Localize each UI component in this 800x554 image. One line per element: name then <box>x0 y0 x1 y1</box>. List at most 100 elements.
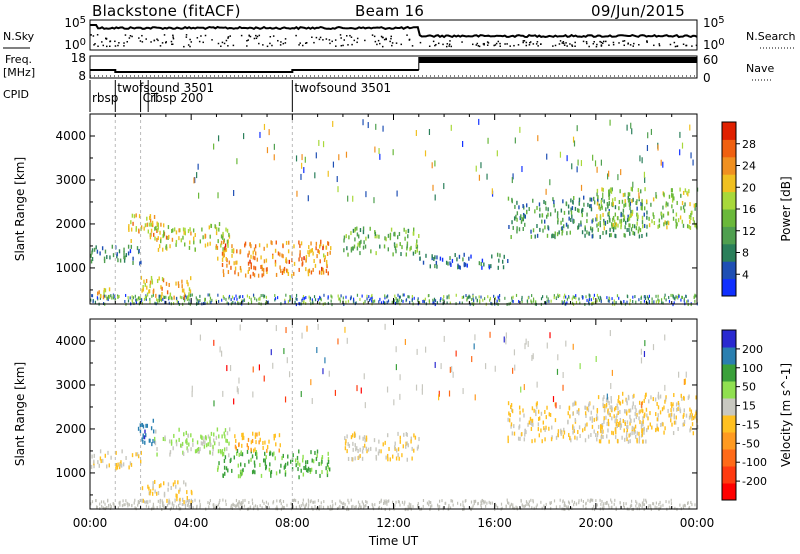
echo-cell <box>648 294 651 298</box>
echo-cell <box>374 234 376 239</box>
echo-cell <box>432 298 434 302</box>
echo-cell <box>674 297 676 301</box>
search-noise-dot <box>255 37 258 40</box>
echo-cell <box>248 267 250 272</box>
echo-cell <box>174 498 176 503</box>
echo-cell <box>241 436 244 441</box>
echo-cell <box>228 232 230 237</box>
echo-cell <box>181 441 184 446</box>
echo-cell <box>386 295 388 299</box>
echo-cell <box>675 224 677 229</box>
search-noise-dot <box>114 40 116 43</box>
echo-cell <box>266 243 268 248</box>
echo-cell <box>619 219 621 224</box>
echo-cell <box>107 499 109 503</box>
search-noise-dot <box>487 42 490 44</box>
echo-cell <box>675 295 677 299</box>
echo-cell <box>650 128 653 135</box>
echo-cell <box>349 297 352 301</box>
echo-cell <box>179 497 181 502</box>
echo-cell <box>434 255 436 260</box>
echo-cell <box>168 234 170 239</box>
echo-cell <box>350 248 353 253</box>
echo-cell <box>359 454 361 459</box>
echo-cell <box>136 246 139 251</box>
echo-cell <box>664 397 667 402</box>
echo-cell <box>527 422 529 427</box>
echo-cell <box>95 245 97 250</box>
echo-cell <box>611 500 613 504</box>
echo-cell <box>646 413 648 418</box>
echo-cell <box>226 439 228 444</box>
echo-cell <box>619 417 622 422</box>
search-noise-dot <box>522 41 524 44</box>
x-tick-label: 20:00 <box>579 516 614 530</box>
echo-cell <box>367 234 370 239</box>
echo-cell <box>495 504 497 508</box>
echo-cell <box>378 148 380 155</box>
search-noise-dot <box>282 42 285 45</box>
search-noise-dot <box>343 39 346 41</box>
echo-cell <box>516 506 518 510</box>
echo-cell <box>525 338 527 345</box>
echo-cell <box>346 434 348 439</box>
echo-cell <box>637 214 639 219</box>
echo-cell <box>327 505 329 509</box>
echo-cell <box>405 432 408 437</box>
echo-cell <box>196 440 199 445</box>
echo-cell <box>525 203 528 208</box>
echo-cell <box>240 450 242 455</box>
search-noise-dot <box>535 43 538 45</box>
echo-cell <box>623 203 625 208</box>
echo-cell <box>240 472 242 477</box>
echo-cell <box>600 299 602 303</box>
echo-cell <box>597 195 599 200</box>
echo-cell <box>152 293 154 297</box>
echo-cell <box>173 433 175 438</box>
echo-cell <box>358 455 360 460</box>
echo-cell <box>239 295 241 299</box>
echo-cell <box>562 199 564 204</box>
echo-cell <box>403 502 405 506</box>
search-noise-dot <box>381 45 384 48</box>
echo-cell <box>123 503 125 507</box>
echo-cell <box>352 195 354 202</box>
echo-cell <box>630 213 633 218</box>
search-noise-dot <box>552 45 554 47</box>
echo-cell <box>113 502 115 506</box>
echo-cell <box>418 250 421 255</box>
echo-cell <box>624 409 626 414</box>
echo-cell <box>477 502 479 506</box>
echo-cell <box>315 241 318 246</box>
echo-cell <box>186 490 188 495</box>
echo-cell <box>283 269 286 274</box>
search-noise-dot <box>523 40 526 42</box>
echo-cell <box>295 505 297 509</box>
echo-cell <box>439 499 441 503</box>
echo-cell <box>141 486 144 491</box>
echo-cell <box>219 506 221 510</box>
echo-cell <box>144 295 147 299</box>
echo-cell <box>365 446 368 451</box>
echo-cell <box>609 412 611 417</box>
echo-cell <box>177 503 180 507</box>
echo-cell <box>511 296 513 300</box>
echo-cell <box>365 437 368 442</box>
echo-cell <box>183 502 185 506</box>
echo-cell <box>181 284 183 289</box>
echo-cell <box>507 417 509 422</box>
echo-cell <box>617 398 619 403</box>
echo-cell <box>139 261 141 266</box>
echo-cell <box>519 417 521 422</box>
echo-cell <box>188 442 190 447</box>
echo-cell <box>155 225 157 230</box>
echo-cell <box>448 296 450 300</box>
echo-cell <box>309 296 312 300</box>
echo-cell <box>159 239 162 244</box>
echo-cell <box>572 199 574 204</box>
echo-cell <box>286 503 288 507</box>
colorbar-swatch <box>722 226 736 245</box>
echo-cell <box>638 234 641 239</box>
echo-cell <box>209 436 211 441</box>
echo-cell <box>109 255 111 260</box>
